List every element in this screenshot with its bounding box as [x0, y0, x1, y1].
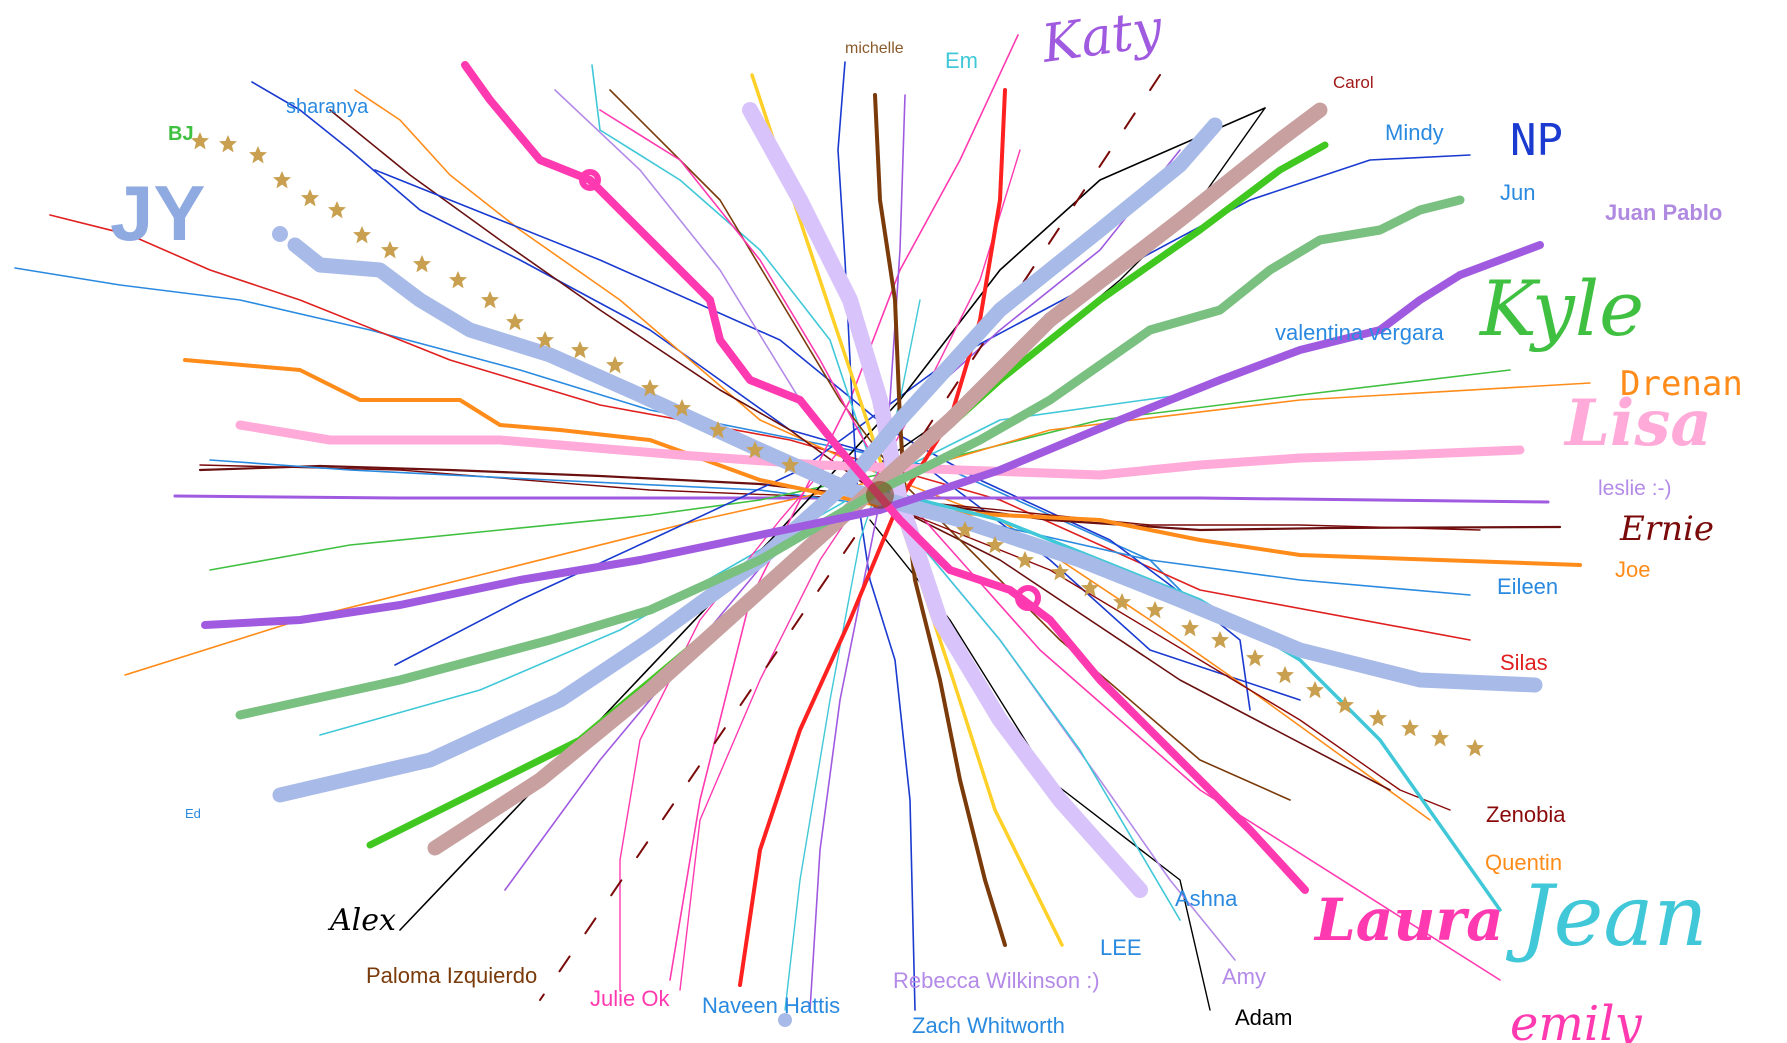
label-juan-pablo: Juan Pablo: [1605, 200, 1722, 225]
label-lisa-big: Lisa: [1563, 386, 1712, 461]
stroke-green-jun: [235, 195, 1465, 720]
stroke-zach: [837, 61, 916, 1011]
label-michelle: michelle: [845, 40, 904, 57]
thick-strokes: [201, 61, 1544, 898]
label-zenobia: Zenobia: [1486, 802, 1566, 827]
label-katy: Katy: [1037, 0, 1166, 75]
label-zach: Zach Whitworth: [912, 1013, 1065, 1038]
pink-loop-2: [1015, 585, 1041, 611]
stroke-dashed-upper: [879, 74, 1161, 501]
medium-strokes: [183, 73, 1582, 987]
stroke-lisa: [235, 420, 1525, 480]
stroke-cyan-upper: [591, 64, 1181, 921]
label-jy: JY: [110, 169, 205, 257]
label-jean: Jean: [1505, 867, 1708, 965]
label-carol: Carol: [1333, 73, 1374, 92]
label-quentin: Quentin: [1485, 850, 1562, 875]
label-ashna: Ashna: [1175, 886, 1238, 911]
label-mindy: Mindy: [1385, 120, 1444, 145]
label-julie: Julie Ok: [590, 986, 670, 1011]
blue-dot-lower: [778, 1013, 792, 1027]
label-naveen: Naveen Hattis: [702, 993, 840, 1018]
stroke-purple-wavy: [201, 241, 1544, 629]
label-paloma: Paloma Izquierdo: [366, 963, 537, 988]
label-drenan: Drenan: [1620, 364, 1743, 404]
center-knot: [866, 481, 894, 509]
label-adam: Adam: [1235, 1005, 1292, 1030]
stroke-red-left: [49, 214, 1471, 641]
stroke-dashed-lower: [539, 499, 881, 1001]
dashed-strokes: [539, 74, 1161, 1001]
label-leslie: leslie :-): [1598, 477, 1672, 500]
label-joe: Joe: [1615, 557, 1650, 582]
typed-names: michelle Em Carol Mindy Jun valentina ve…: [168, 40, 1672, 1038]
handwritten-names: Katy NP Juan Pablo Kyle Drenan Lisa Erni…: [110, 0, 1743, 1043]
stroke-black-right: [869, 107, 1266, 471]
stroke-rosebrown: [427, 102, 1328, 856]
label-sharanya: sharanya: [286, 96, 369, 118]
label-np: NP: [1510, 115, 1563, 166]
stroke-blue-thick-right: [272, 117, 1223, 803]
label-ed: Ed: [185, 806, 201, 821]
stroke-orange-thick-left: [183, 358, 1582, 567]
label-kyle: Kyle: [1478, 264, 1644, 353]
label-laura: Laura: [1313, 886, 1504, 954]
stroke-green-left: [209, 369, 1511, 571]
stroke-purple-vert: [809, 94, 906, 1011]
blue-dot-upper: [272, 226, 288, 242]
stroke-em: [669, 34, 1019, 981]
label-amy: Amy: [1222, 964, 1266, 989]
label-valentina: valentina vergara: [1275, 320, 1445, 345]
stroke-orange-left: [124, 382, 1591, 676]
label-bj: BJ: [168, 123, 194, 145]
label-alex: Alex: [327, 903, 396, 938]
label-rebecca: Rebecca Wilkinson :): [893, 968, 1100, 993]
label-lee: LEE: [1100, 935, 1142, 960]
label-eileen: Eileen: [1497, 574, 1558, 599]
stroke-brown-upper: [329, 109, 1391, 791]
stroke-orange-upper: [354, 89, 1431, 821]
label-silas: Silas: [1500, 650, 1548, 675]
pink-loop: [579, 169, 601, 191]
extra-marks: [272, 169, 1041, 1027]
label-em: Em: [945, 48, 978, 73]
label-jun: Jun: [1500, 180, 1535, 205]
label-ernie: Ernie: [1619, 509, 1714, 549]
stroke-cyan-mid: [878, 488, 1502, 912]
label-emily: emily: [1510, 996, 1643, 1043]
